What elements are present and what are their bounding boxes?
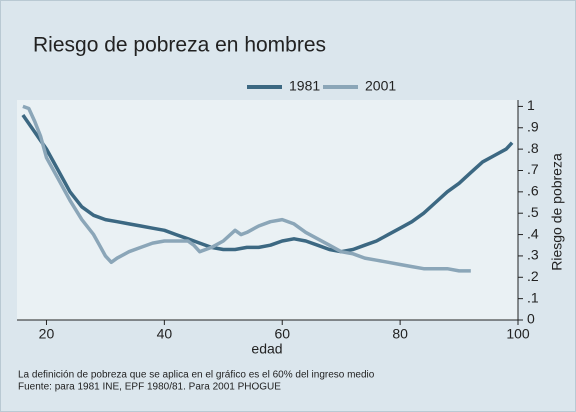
y-tick-label: .3 (527, 247, 539, 263)
x-tick-label: 100 (506, 326, 530, 342)
y-tick-label: .1 (527, 289, 539, 305)
y-tick-label: .8 (527, 140, 539, 156)
x-axis-label: edad (251, 341, 282, 357)
legend-label: 2001 (365, 78, 396, 94)
y-tick-label: .4 (527, 225, 539, 241)
series-line (22, 104, 471, 273)
x-tick-label: 20 (39, 326, 55, 342)
x-tick-label: 40 (157, 326, 173, 342)
chart-title: Riesgo de pobreza en hombres (33, 34, 326, 57)
plot-area (17, 100, 518, 320)
y-axis-label: Riesgo de pobreza (549, 153, 565, 271)
note: La definición de pobreza que se aplica e… (18, 370, 375, 381)
y-tick-label: 1 (527, 97, 535, 113)
y-tick-label: .6 (527, 183, 539, 199)
y-tick-label: .9 (527, 118, 539, 134)
y-tick-label: .2 (527, 268, 539, 284)
y-tick-label: .5 (527, 204, 539, 220)
x-tick-label: 80 (392, 326, 408, 342)
note: Fuente: para 1981 INE, EPF 1980/81. Para… (18, 382, 281, 393)
y-tick-label: 0 (527, 311, 535, 327)
y-tick-label: .7 (527, 161, 539, 177)
legend-label: 1981 (289, 78, 320, 94)
series-line (21, 114, 514, 254)
x-tick-label: 60 (274, 326, 290, 342)
